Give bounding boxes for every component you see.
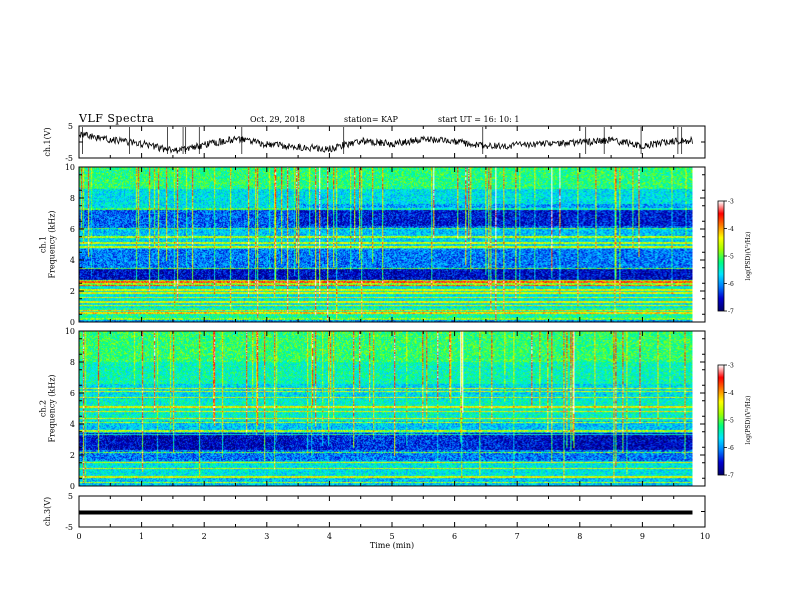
ch2-spectrogram-ytick-label: 6 xyxy=(70,389,75,398)
ch1-spectrogram-ylabel: Frequency (kHz) xyxy=(48,210,57,278)
x-tick-label: 3 xyxy=(264,532,269,541)
ch1-spectrogram-ytick-label: 4 xyxy=(70,256,75,265)
ch1-colorbar-tick-label: -5 xyxy=(728,254,734,261)
ch2-spectrogram-ytick-label: 4 xyxy=(70,420,75,429)
x-tick-label: 9 xyxy=(640,532,645,541)
x-axis-title: Time (min) xyxy=(370,541,414,550)
ch1-waveform-ytick-label: 5 xyxy=(68,122,73,131)
start-time-label: start UT = 16: 10: 1 xyxy=(438,115,520,124)
ch2-spectrogram-ylabel: Frequency (kHz) xyxy=(48,374,57,442)
ch1-spectrogram-ytick-label: 2 xyxy=(70,287,75,296)
x-tick-label: 5 xyxy=(389,532,394,541)
x-tick-label: 1 xyxy=(139,532,144,541)
ch2-colorbar-label: log(PSD)(V²/Hz) xyxy=(745,396,752,445)
ch2-colorbar-image xyxy=(718,365,724,475)
x-tick-label: 8 xyxy=(577,532,582,541)
ch1-waveform-trace xyxy=(78,131,693,154)
chart-title: VLF Spectra xyxy=(79,112,155,125)
ch1-spectrogram-ytick-label: 8 xyxy=(70,194,75,203)
ch1-spectrogram-image xyxy=(79,167,693,322)
ch1-waveform-ytick-label: -5 xyxy=(65,154,73,163)
ch1-colorbar-tick-label: -4 xyxy=(728,226,734,233)
ch2-colorbar-tick-label: -5 xyxy=(728,418,734,425)
x-tick-label: 7 xyxy=(515,532,520,541)
ch1-colorbar-tick-label: -6 xyxy=(728,281,734,288)
ch2-colorbar-tick-label: -7 xyxy=(728,473,734,480)
ch2-spectrogram-ytick-label: 10 xyxy=(65,327,75,336)
ch1-waveform-ylabel: ch.1(V) xyxy=(43,127,52,156)
date-label: Oct. 29, 2018 xyxy=(250,115,305,124)
x-tick-label: 0 xyxy=(76,532,81,541)
ch3-waveform-ytick-label: 5 xyxy=(68,492,73,501)
ch2-colorbar-tick-label: -3 xyxy=(728,363,734,370)
x-tick-label: 2 xyxy=(202,532,207,541)
ch1-colorbar-label: log(PSD)(V²/Hz) xyxy=(745,232,752,281)
ch2-colorbar-tick-label: -6 xyxy=(728,445,734,452)
ch2-spectrogram-ytick-label: 0 xyxy=(70,482,75,491)
ch2-spectrogram-ytick-label: 2 xyxy=(70,451,75,460)
x-tick-label: 6 xyxy=(452,532,457,541)
x-tick-label: 10 xyxy=(700,532,710,541)
ch2-spectrogram-ylabel: ch.2 xyxy=(39,400,48,417)
ch1-colorbar-image xyxy=(718,201,724,311)
ch1-spectrogram-ytick-label: 10 xyxy=(65,163,75,172)
ch2-spectrogram-image xyxy=(79,331,693,486)
ch1-colorbar-tick-label: -3 xyxy=(728,199,734,206)
ch2-spectrogram-ytick-label: 8 xyxy=(70,358,75,367)
ch1-spectrogram-ylabel: ch.1 xyxy=(39,236,48,253)
ch1-spectrogram-ytick-label: 6 xyxy=(70,225,75,234)
ch1-colorbar-tick-label: -7 xyxy=(728,309,734,316)
ch3-waveform-ylabel: ch.3(V) xyxy=(43,497,52,526)
x-tick-label: 4 xyxy=(327,532,332,541)
ch3-waveform-ytick-label: -5 xyxy=(65,523,73,532)
ch2-colorbar-tick-label: -4 xyxy=(728,390,734,397)
ch1-spectrogram-ytick-label: 0 xyxy=(70,318,75,327)
station-label: station= KAP xyxy=(344,115,398,124)
